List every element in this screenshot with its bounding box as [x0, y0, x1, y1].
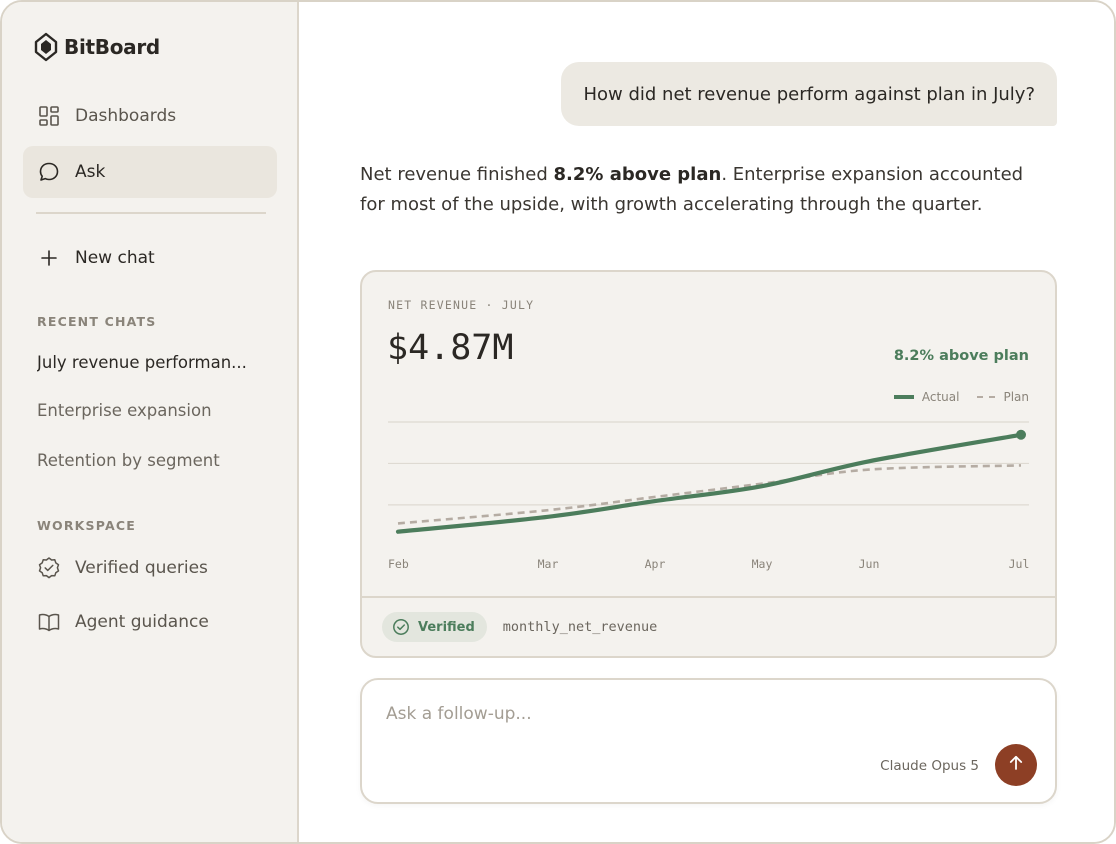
- nav-label: Ask: [75, 162, 106, 182]
- chart-legend: Actual Plan: [893, 390, 1029, 404]
- metric-value: $4.87M: [387, 328, 514, 368]
- x-axis-tick-label: Jun: [859, 557, 880, 571]
- metric-label: NET REVENUE · JULY: [388, 298, 535, 312]
- send-button[interactable]: [995, 744, 1037, 786]
- brand-name: BitBoard: [64, 35, 160, 59]
- plus-icon: [37, 246, 61, 270]
- recent-chat-item[interactable]: Retention by segment: [37, 451, 220, 470]
- plan-series-line: [397, 464, 1022, 525]
- workspace-item-verified-queries[interactable]: Verified queries: [37, 556, 208, 580]
- user-message: How did net revenue perform against plan…: [561, 62, 1057, 126]
- legend-label-plan: Plan: [1003, 390, 1029, 404]
- follow-up-input[interactable]: [386, 700, 986, 728]
- legend-label-actual: Actual: [921, 390, 960, 404]
- workspace-item-agent-guidance[interactable]: Agent guidance: [37, 610, 209, 634]
- assistant-answer: Net revenue finished 8.2% above plan. En…: [360, 160, 1050, 220]
- nav-dashboards[interactable]: Dashboards: [23, 90, 277, 142]
- nav-label: Dashboards: [75, 106, 177, 126]
- verified-badge-label: Verified: [418, 619, 475, 635]
- recent-chat-item[interactable]: Enterprise expansion: [37, 401, 212, 420]
- new-chat-button[interactable]: New chat: [37, 242, 155, 274]
- metric-delta: 8.2% above plan: [893, 348, 1029, 364]
- verified-badge-icon: [37, 556, 61, 580]
- check-circle-icon: [392, 618, 410, 636]
- workspace-heading: WORKSPACE: [37, 518, 136, 533]
- answer-text: Net revenue finished: [360, 164, 554, 185]
- dashboard-grid-icon: [37, 104, 61, 128]
- query-name[interactable]: monthly_net_revenue: [502, 619, 658, 635]
- recent-chats-heading: RECENT CHATS: [37, 314, 157, 329]
- actual-endpoint-marker: [1016, 429, 1026, 440]
- open-book-icon: [37, 610, 61, 634]
- legend-swatch-actual: [893, 395, 914, 399]
- x-axis-tick-label: Apr: [645, 557, 666, 571]
- chat-bubble-icon: [37, 160, 61, 184]
- arrow-up-icon: [1007, 754, 1025, 776]
- answer-text: . Enterprise expansion accounted for mos…: [360, 164, 1024, 215]
- chat-main: How did net revenue perform against plan…: [301, 2, 1114, 842]
- model-selector[interactable]: Claude Opus 5: [880, 758, 979, 774]
- workspace-item-label: Agent guidance: [75, 612, 209, 632]
- card-footer: Verified monthly_net_revenue: [362, 596, 1055, 656]
- x-axis-tick-label: Mar: [538, 557, 559, 571]
- recent-chat-item[interactable]: July revenue performan...: [37, 353, 247, 372]
- metric-card: NET REVENUE · JULY $4.87M 8.2% above pla…: [360, 270, 1057, 658]
- workspace-item-label: Verified queries: [75, 558, 208, 578]
- nav-ask[interactable]: Ask: [23, 146, 277, 198]
- brand[interactable]: BitBoard: [34, 32, 160, 62]
- legend-swatch-plan: [977, 396, 996, 398]
- actual-series-line: [395, 432, 1024, 534]
- verified-badge[interactable]: Verified: [382, 612, 487, 642]
- x-axis-tick-label: Feb: [388, 557, 409, 571]
- x-axis-tick-label: May: [752, 557, 773, 571]
- sidebar: BitBoard Dashboards Ask: [2, 2, 299, 842]
- x-axis-tick-label: Jul: [1009, 557, 1030, 571]
- sidebar-divider: [36, 212, 266, 214]
- answer-highlight: 8.2% above plan: [553, 164, 722, 185]
- bitboard-logo-icon: [34, 32, 58, 62]
- composer: Claude Opus 5: [360, 678, 1057, 804]
- revenue-line-chart: Feb Mar Apr May Jun Jul: [388, 421, 1030, 571]
- new-chat-label: New chat: [75, 248, 155, 268]
